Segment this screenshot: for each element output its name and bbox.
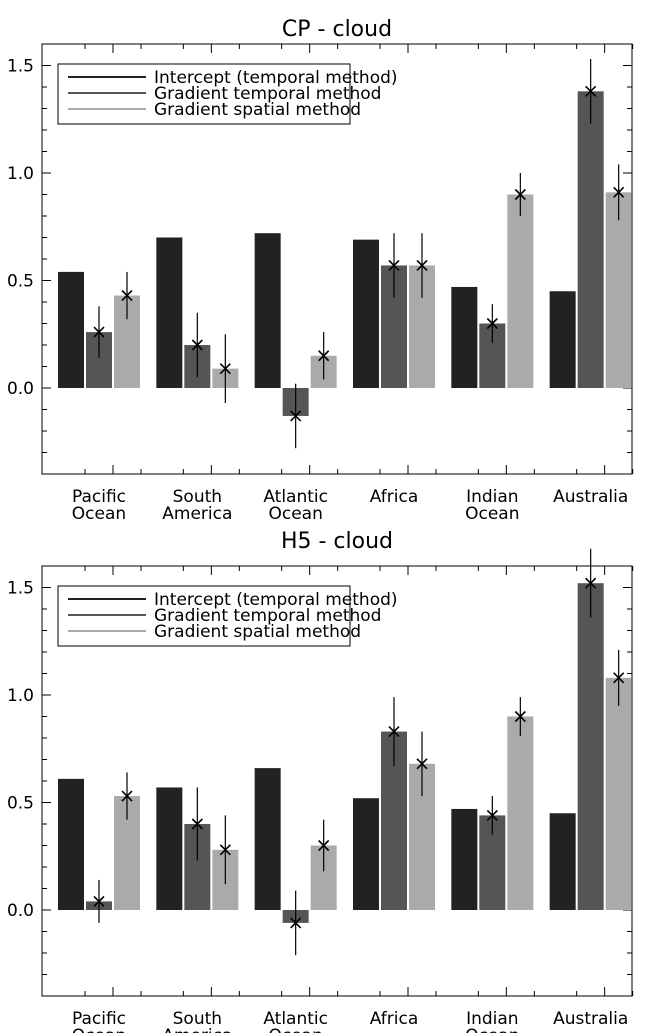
marker-2-0 <box>121 289 133 302</box>
marker-1-5 <box>585 577 597 589</box>
category-label-3: Africa <box>370 487 419 507</box>
legend-label-1: Gradient temporal method <box>154 606 381 626</box>
chart-title: H5 - cloud <box>281 529 393 554</box>
category-label-line: Ocean <box>72 504 126 524</box>
bar-0-2 <box>254 233 281 388</box>
y-tick-label: 0.5 <box>7 794 34 814</box>
category-label-line: America <box>162 504 232 524</box>
bar-2-4 <box>507 194 534 388</box>
category-label-line: Ocean <box>72 1026 126 1033</box>
category-label-line: Ocean <box>465 504 519 524</box>
legend-label-1: Gradient temporal method <box>154 84 381 104</box>
bar-0-2 <box>254 768 281 910</box>
category-label-3: Africa <box>370 1009 419 1029</box>
legend-label-2: Gradient spatial method <box>154 622 361 642</box>
category-label-line: Africa <box>370 1009 419 1029</box>
chart-title: CP - cloud <box>282 17 392 42</box>
marker-2-3 <box>416 259 428 272</box>
category-label-line: Ocean <box>465 1026 519 1033</box>
category-label-line: Indian <box>466 487 519 507</box>
category-label-line: Atlantic <box>263 1009 328 1029</box>
category-label-line: Pacific <box>72 487 126 507</box>
category-label-5: Australia <box>553 1009 628 1029</box>
bar-0-3 <box>353 798 379 910</box>
marker-1-4 <box>486 317 498 330</box>
bar-0-4 <box>451 286 478 388</box>
bar-1-5 <box>577 583 604 910</box>
y-tick-label: 1.0 <box>7 686 34 706</box>
marker-2-5 <box>613 186 625 198</box>
marker-2-4 <box>514 188 526 201</box>
category-label-line: Atlantic <box>263 487 328 507</box>
bar-0-0 <box>58 778 84 910</box>
marker-1-2 <box>290 917 302 929</box>
bar-1-5 <box>577 91 604 389</box>
bar-0-3 <box>353 239 379 388</box>
legend-label-2: Gradient spatial method <box>154 100 361 120</box>
marker-1-1 <box>191 339 203 351</box>
category-label-line: Indian <box>466 1009 519 1029</box>
marker-1-3 <box>388 259 400 272</box>
bar-2-4 <box>507 716 534 910</box>
category-label-line: Ocean <box>268 504 322 524</box>
y-tick-label: 0.5 <box>7 272 34 292</box>
bar-0-5 <box>549 291 576 388</box>
bar-0-4 <box>451 808 478 910</box>
marker-1-1 <box>191 818 203 830</box>
bar-2-5 <box>605 192 632 388</box>
bar-0-1 <box>156 787 183 910</box>
category-label-line: South <box>173 487 222 507</box>
marker-1-5 <box>585 85 597 97</box>
category-label-line: America <box>162 1026 232 1033</box>
category-label-line: South <box>173 1009 222 1029</box>
marker-1-2 <box>290 410 302 422</box>
marker-1-3 <box>388 725 400 738</box>
marker-2-2 <box>318 350 330 362</box>
category-label-line: Australia <box>553 1009 628 1029</box>
marker-2-3 <box>416 758 428 770</box>
chart-panel-1: H5 - cloud0.00.51.01.5PacificOceanSouthA… <box>7 529 634 1033</box>
category-label-5: Australia <box>553 487 628 507</box>
category-label-line: Pacific <box>72 1009 126 1029</box>
marker-1-4 <box>486 809 498 821</box>
y-tick-label: 1.5 <box>7 579 34 599</box>
legend-label-0: Intercept (temporal method) <box>154 590 398 610</box>
marker-2-1 <box>219 363 231 375</box>
marker-2-2 <box>318 839 330 852</box>
bar-0-1 <box>156 237 183 388</box>
category-label-line: Africa <box>370 487 419 507</box>
category-label-line: Australia <box>553 487 628 507</box>
bar-2-5 <box>605 677 632 910</box>
marker-2-4 <box>514 710 526 723</box>
category-label-line: Ocean <box>268 1026 322 1033</box>
marker-2-1 <box>219 844 231 856</box>
legend-label-0: Intercept (temporal method) <box>154 68 398 88</box>
y-tick-label: 0.0 <box>7 901 34 921</box>
bar-0-5 <box>549 813 576 910</box>
y-tick-label: 1.0 <box>7 164 34 184</box>
y-tick-label: 0.0 <box>7 379 34 399</box>
marker-1-0 <box>93 895 105 907</box>
marker-1-0 <box>93 326 105 338</box>
marker-2-0 <box>121 790 133 802</box>
y-tick-label: 1.5 <box>7 57 34 77</box>
marker-2-5 <box>613 672 625 684</box>
bar-0-0 <box>58 271 84 388</box>
